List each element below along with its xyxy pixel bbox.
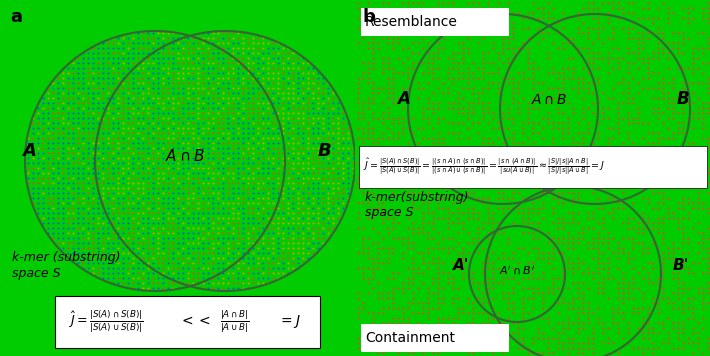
Bar [361,8,509,36]
Text: $\hat{J} = \frac{|S(A) \cap S(B)|}{|S(A)\cup S(B)|}$: $\hat{J} = \frac{|S(A) \cap S(B)|}{|S(A)… [68,308,143,334]
Text: space S: space S [365,206,413,219]
Text: $A \cap B$: $A \cap B$ [165,148,205,164]
Text: $A \cap B$: $A \cap B$ [531,93,567,107]
Bar [359,146,707,188]
Text: $\hat{J} = \frac{|S(A) \cap S(B)|}{|S(A)\cup S(B)|} = \frac{|(s\cap A)\cap(s\cap: $\hat{J} = \frac{|S(A) \cap S(B)|}{|S(A)… [363,156,605,178]
Text: B': B' [673,258,689,273]
Text: $<<$: $<<$ [179,314,211,328]
Text: A': A' [453,258,469,273]
Text: B: B [677,90,689,108]
Text: A: A [22,142,36,160]
Text: $= J$: $= J$ [278,313,301,330]
Text: b: b [363,8,376,26]
Text: a: a [10,8,22,26]
Text: Resemblance: Resemblance [365,15,458,29]
Text: k-mer(substring): k-mer(substring) [365,191,469,204]
Bar [55,296,320,348]
Text: B: B [318,142,332,160]
Text: $A' \cap B'$: $A' \cap B'$ [499,264,535,277]
Text: space S: space S [12,267,60,280]
Bar [361,324,509,352]
Text: k-mer (substring): k-mer (substring) [12,251,121,264]
Text: $\frac{|A \cap B|}{|A\cup B|}$: $\frac{|A \cap B|}{|A\cup B|}$ [220,308,250,334]
Text: A: A [397,90,410,108]
Text: Containment: Containment [365,331,455,345]
